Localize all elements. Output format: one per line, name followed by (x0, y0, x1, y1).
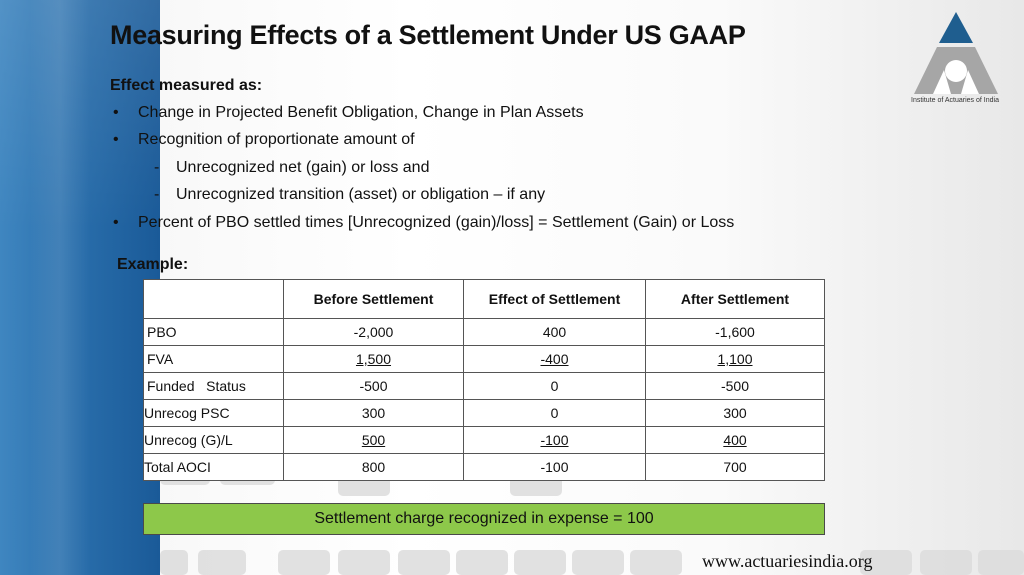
sub-bullet-item: - Unrecognized transition (asset) or obl… (110, 183, 870, 210)
row-label: Unrecog PSC (143, 399, 284, 427)
left-decorative-band (0, 0, 160, 575)
cell-value: 500 (361, 432, 386, 448)
cell-effect: 0 (463, 399, 646, 427)
header-cell (143, 279, 284, 319)
row-label: Unrecog (G)/L (143, 426, 284, 454)
bullet-item: • Recognition of proportionate amount of (110, 128, 870, 155)
cell-after: 1,100 (645, 345, 825, 373)
cell-value: 1,500 (355, 351, 392, 367)
institute-logo-icon (914, 12, 998, 94)
header-cell: Before Settlement (283, 279, 464, 319)
bullet-mark: • (113, 213, 119, 231)
row-label: Funded Status (143, 372, 284, 400)
bullet-mark: • (113, 131, 119, 149)
bullet-item: • Change in Projected Benefit Obligation… (110, 101, 870, 128)
table-row: PBO -2,000 400 -1,600 (143, 318, 825, 346)
sub-bullet-text: Unrecognized net (gain) or loss and (176, 158, 430, 176)
cell-effect: 0 (463, 372, 646, 400)
header-cell: Effect of Settlement (463, 279, 646, 319)
example-label: Example: (117, 256, 189, 273)
table-row: Unrecog PSC 300 0 300 (143, 399, 825, 427)
table-header-row: Before Settlement Effect of Settlement A… (143, 279, 825, 319)
cell-value: -100 (540, 432, 569, 448)
table-row: Unrecog (G)/L 500 -100 400 (143, 426, 825, 454)
bullet-text: Change in Projected Benefit Obligation, … (138, 104, 584, 121)
lead-text: Effect measured as: (110, 77, 263, 94)
cell-before: 300 (283, 399, 464, 427)
cell-after: -500 (645, 372, 825, 400)
row-label: Total AOCI (143, 453, 284, 481)
bullet-mark: • (113, 104, 119, 121)
bullet-text: Recognition of proportionate amount of (138, 131, 415, 149)
cell-effect: -100 (463, 426, 646, 454)
sub-bullet-text: Unrecognized transition (asset) or oblig… (176, 186, 546, 204)
sub-bullet-item: - Unrecognized net (gain) or loss and (110, 156, 870, 183)
cell-value: 1,100 (717, 351, 753, 367)
cell-effect: 400 (463, 318, 646, 346)
bullet-text: Percent of PBO settled times [Unrecogniz… (138, 213, 735, 231)
logo-top-triangle (939, 12, 973, 43)
cell-before: 1,500 (283, 345, 464, 373)
settlement-charge-box: Settlement charge recognized in expense … (143, 503, 825, 535)
cell-value: 400 (723, 432, 747, 448)
cell-effect: -100 (463, 453, 646, 481)
cell-after: 700 (645, 453, 825, 481)
cell-after: 300 (645, 399, 825, 427)
bullet-list: • Change in Projected Benefit Obligation… (110, 101, 870, 238)
cell-before: 800 (283, 453, 464, 481)
cell-after: 400 (645, 426, 825, 454)
settlement-table: Before Settlement Effect of Settlement A… (143, 279, 825, 481)
logo-caption: Institute of Actuaries of India (911, 97, 999, 104)
header-cell: After Settlement (645, 279, 825, 319)
footer-url[interactable]: www.actuariesindia.org (702, 551, 873, 571)
table-row: FVA 1,500 -400 1,100 (143, 345, 825, 373)
table-row: Total AOCI 800 -100 700 (143, 453, 825, 481)
bullet-item: • Percent of PBO settled times [Unrecogn… (110, 211, 870, 238)
cell-effect: -400 (463, 345, 646, 373)
cell-before: -500 (283, 372, 464, 400)
row-label: PBO (143, 318, 284, 346)
cell-before: 500 (283, 426, 464, 454)
cell-after: -1,600 (645, 318, 825, 346)
sub-bullet-mark: - (154, 186, 160, 204)
table-row: Funded Status -500 0 -500 (143, 372, 825, 400)
cell-value: -400 (540, 351, 569, 367)
row-label: FVA (143, 345, 284, 373)
cell-before: -2,000 (283, 318, 464, 346)
sub-bullet-mark: - (154, 158, 160, 176)
slide-title: Measuring Effects of a Settlement Under … (110, 20, 746, 50)
